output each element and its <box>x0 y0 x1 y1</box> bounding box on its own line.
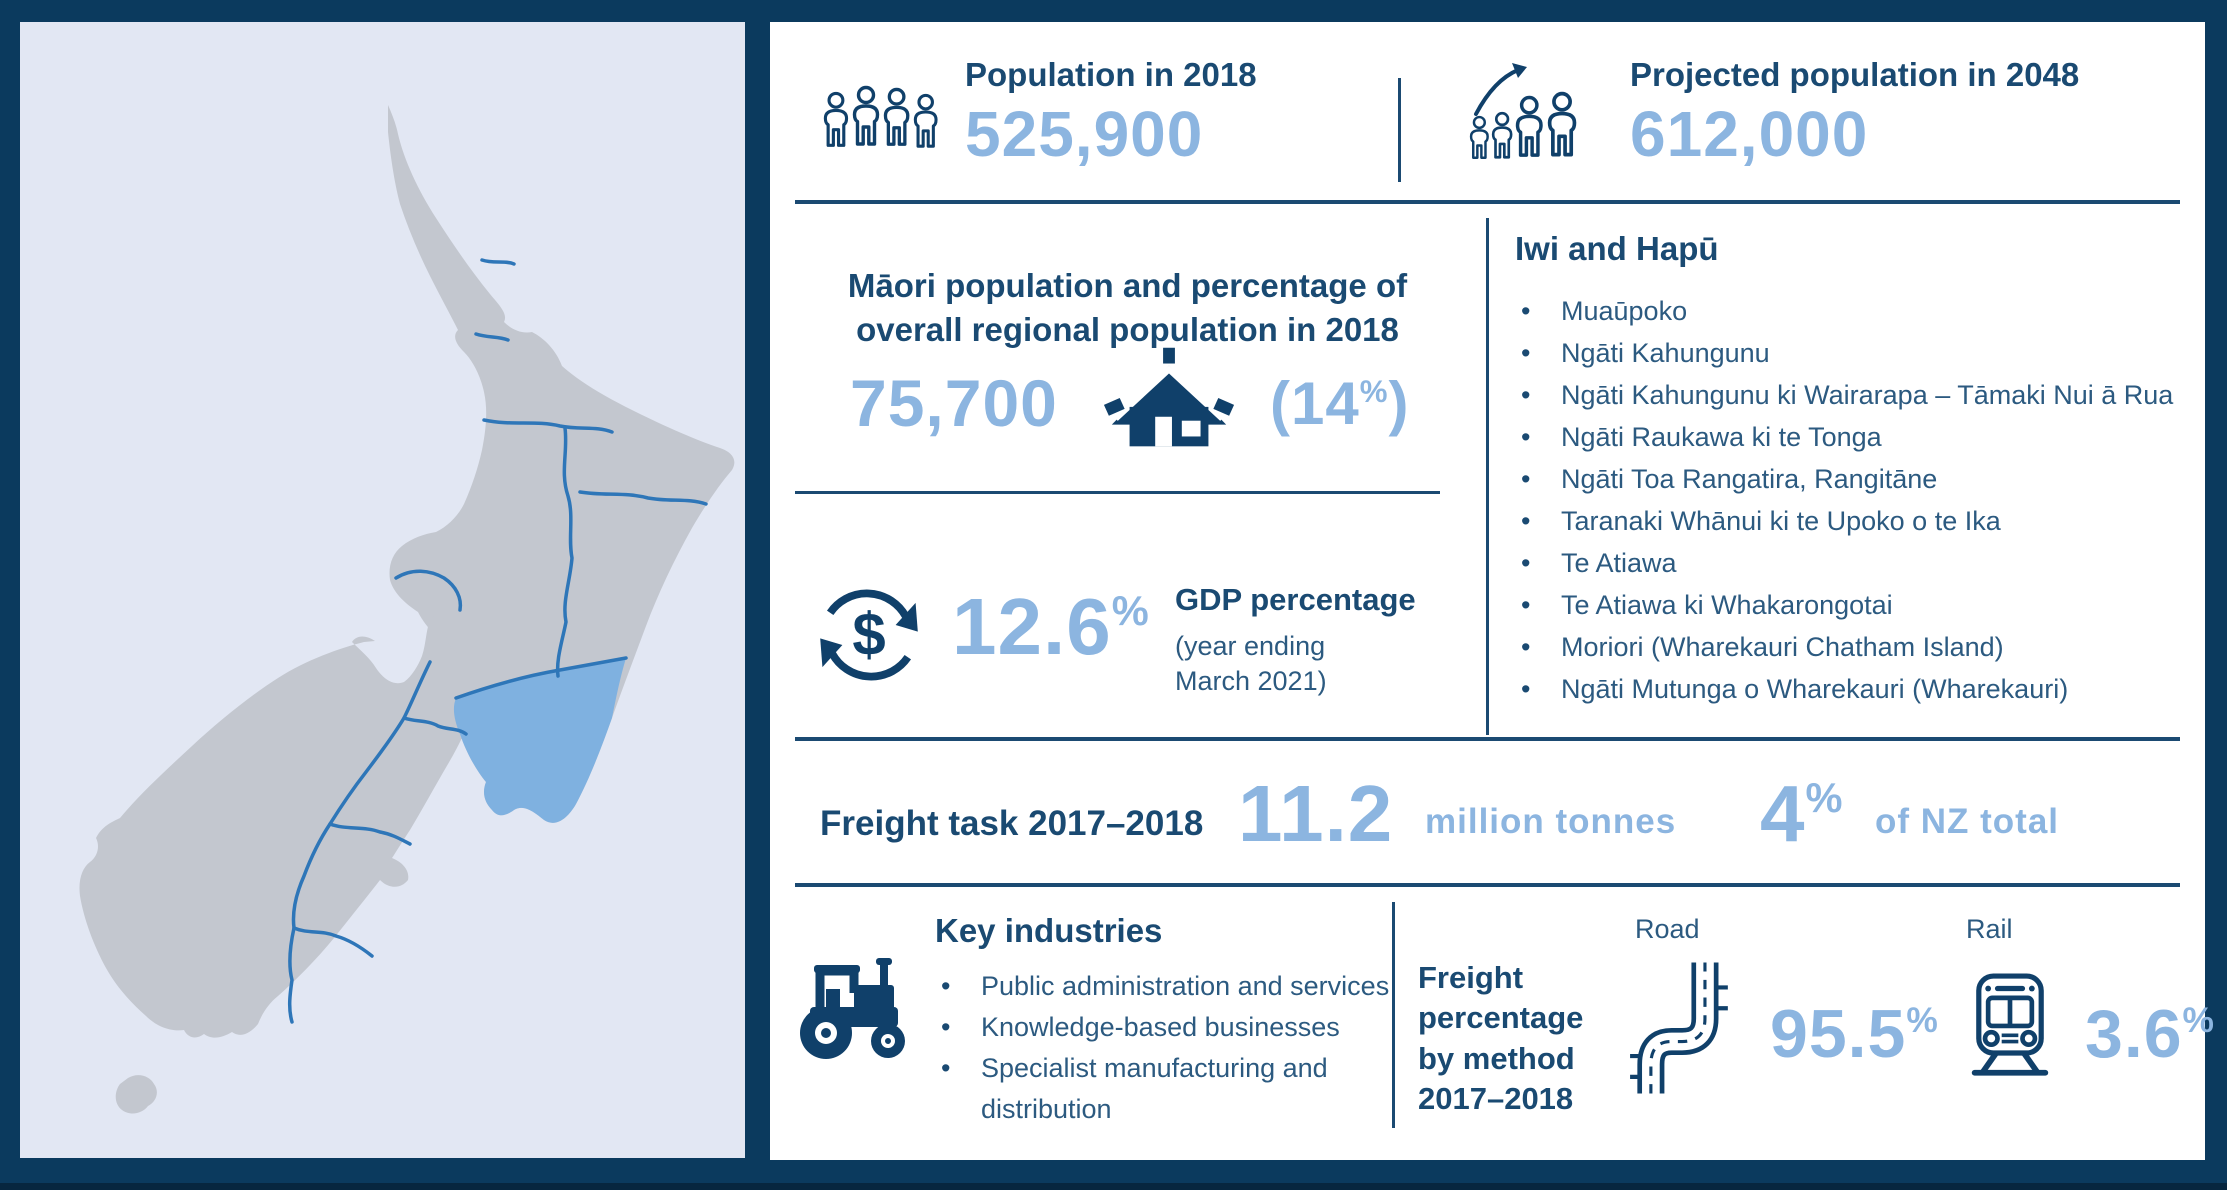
rail-value: 3.6% <box>2085 996 2215 1072</box>
population-2048-label: Projected population in 2048 <box>1630 56 2080 93</box>
divider <box>1392 902 1395 1128</box>
people-growth-icon <box>1468 58 1600 160</box>
freight-method-heading: Freight percentage by method 2017–2018 <box>1418 960 1584 1116</box>
population-2018-value: 525,900 <box>965 98 1204 170</box>
list-item: Public administration and services <box>935 966 1395 1007</box>
list-item: Ngāti Toa Rangatira, Rangitāne <box>1515 458 2175 500</box>
maori-population-heading: Māori population and percentage of overa… <box>847 267 1408 348</box>
list-item: Te Atiawa <box>1515 542 2175 584</box>
svg-text:$: $ <box>852 601 885 668</box>
list-item: Knowledge-based businesses <box>935 1007 1395 1048</box>
gdp-label: GDP percentage <box>1175 582 1416 617</box>
iwi-list: Muaūpoko Ngāti Kahungunu Ngāti Kahungunu… <box>1515 290 2175 710</box>
people-icon <box>822 80 944 154</box>
iwi-heading: Iwi and Hapū <box>1515 230 1719 267</box>
marae-icon <box>1100 344 1238 456</box>
list-item: Ngāti Mutunga o Wharekauri (Wharekauri) <box>1515 668 2175 710</box>
tractor-icon <box>796 950 916 1062</box>
rail-label: Rail <box>1966 914 2013 944</box>
population-2018-label: Population in 2018 <box>965 56 1257 93</box>
south-island <box>79 615 477 1038</box>
divider <box>795 737 2180 741</box>
gdp-note: (year ending March 2021) <box>1175 631 1327 697</box>
divider <box>1486 218 1489 735</box>
list-item: Ngāti Kahungunu <box>1515 332 2175 374</box>
info-panel: Population in 2018 525,900 Projected pop… <box>770 22 2214 1160</box>
road-value: 95.5% <box>1770 996 1939 1072</box>
divider <box>795 491 1440 494</box>
freight-task-unit: million tonnes <box>1425 802 1677 841</box>
divider <box>795 200 2180 204</box>
road-label: Road <box>1635 914 1700 944</box>
list-item: Taranaki Whānui ki te Upoko o te Ika <box>1515 500 2175 542</box>
road-icon <box>1628 957 1732 1099</box>
maori-population-percent: (14%) <box>1270 370 1410 437</box>
divider <box>795 883 2180 887</box>
industries-heading: Key industries <box>935 912 1163 949</box>
population-2048-value: 612,000 <box>1630 98 1869 170</box>
train-icon <box>1958 966 2062 1088</box>
list-item: Ngāti Kahungunu ki Wairarapa – Tāmaki Nu… <box>1515 374 2175 416</box>
maori-population-value: 75,700 <box>850 366 1058 440</box>
industries-list: Public administration and services Knowl… <box>935 966 1395 1130</box>
stewart-island <box>115 1075 157 1114</box>
dollar-cycle-icon: $ <box>808 574 930 696</box>
freight-task-share-suffix: of NZ total <box>1875 802 2060 841</box>
divider <box>1398 78 1401 182</box>
freight-task-value: 11.2 <box>1238 769 1394 858</box>
list-item: Muaūpoko <box>1515 290 2175 332</box>
wellington-region-highlight <box>453 658 626 823</box>
nz-map <box>79 105 735 1114</box>
freight-task-share: 4% <box>1760 769 1844 858</box>
list-item: Specialist manufacturing and distributio… <box>935 1048 1395 1130</box>
north-island <box>388 105 735 823</box>
page-bottom-edge <box>0 1183 2227 1190</box>
gdp-value: 12.6% <box>952 582 1150 671</box>
freight-task-label: Freight task 2017–2018 <box>820 804 1204 843</box>
list-item: Te Atiawa ki Whakarongotai <box>1515 584 2175 626</box>
map-panel <box>20 22 745 1158</box>
list-item: Moriori (Wharekauri Chatham Island) <box>1515 626 2175 668</box>
region-boundary-lines <box>287 258 708 1024</box>
list-item: Ngāti Raukawa ki te Tonga <box>1515 416 2175 458</box>
